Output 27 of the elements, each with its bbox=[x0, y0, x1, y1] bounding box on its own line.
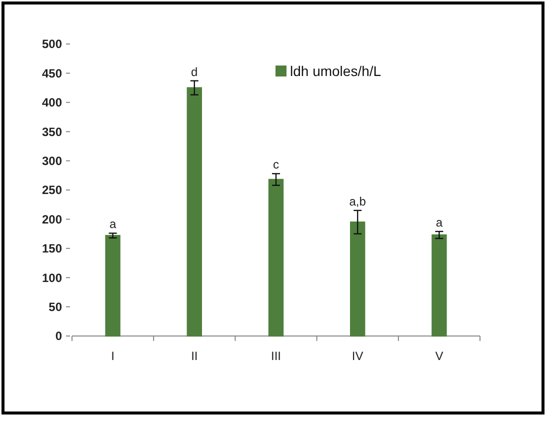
annotation: a bbox=[436, 215, 443, 230]
y-tick-label: 0 bbox=[55, 329, 62, 344]
annotation: a bbox=[109, 217, 116, 232]
y-tick-label: 400 bbox=[42, 96, 62, 110]
y-tick-label: 300 bbox=[42, 154, 62, 168]
x-tick-label: I bbox=[111, 349, 114, 363]
y-tick-label: 200 bbox=[42, 212, 62, 226]
bar bbox=[350, 222, 366, 337]
x-tick-label: IV bbox=[352, 349, 364, 363]
x-tick-label: V bbox=[435, 349, 444, 363]
annotation: d bbox=[191, 64, 198, 79]
bar bbox=[268, 178, 284, 337]
x-tick-label: II bbox=[191, 349, 198, 363]
y-tick-label: 150 bbox=[42, 242, 62, 256]
y-tick-label: 50 bbox=[48, 300, 62, 314]
legend-label: ldh umoles/h/L bbox=[290, 63, 382, 79]
y-tick-label: 250 bbox=[42, 183, 62, 198]
y-tick-label: 100 bbox=[42, 270, 62, 285]
bar bbox=[186, 87, 202, 337]
bar bbox=[432, 234, 447, 337]
y-tick-label: 500 bbox=[42, 37, 62, 52]
annotation: a,b bbox=[349, 194, 366, 208]
x-tick-label: III bbox=[270, 349, 282, 363]
y-tick-label: 350 bbox=[42, 124, 62, 139]
annotation: c bbox=[273, 158, 279, 172]
bar bbox=[105, 234, 120, 337]
y-tick-label: 450 bbox=[42, 66, 62, 80]
